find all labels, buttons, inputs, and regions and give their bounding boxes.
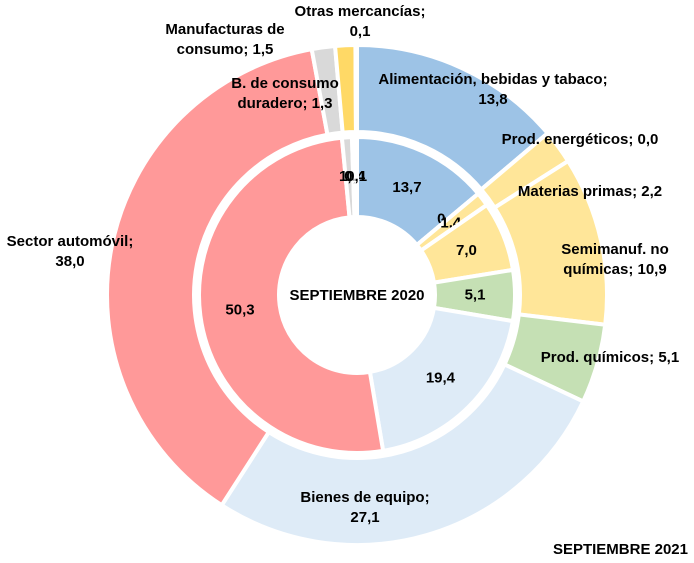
data-label: 50,3	[225, 301, 254, 318]
value-label: 38,0	[55, 253, 85, 270]
data-label: 19,4	[426, 369, 456, 386]
outer-data-label: B. de consumo duradero; 1,3	[205, 74, 365, 114]
category-name: Otras mercancías	[294, 3, 421, 20]
category-name: Prod. químicos	[540, 349, 650, 366]
separator: ;	[424, 489, 430, 506]
outer-data-label: Alimentación, bebidas y tabaco; 13,8	[378, 70, 608, 110]
separator: ;	[628, 261, 638, 278]
outer-data-label: Semimanuf. no químicas; 10,9	[540, 240, 690, 280]
outer-data-label: Otras mercancías; 0,1	[285, 2, 435, 42]
data-label: 0,1	[346, 168, 367, 185]
value-label: 13,8	[478, 91, 508, 108]
value-label: 0,1	[349, 23, 371, 40]
outer-data-label: Materias primas; 2,2	[480, 182, 694, 202]
category-name: Bienes de equipo	[300, 489, 425, 506]
outer-data-label: Manufacturas de consumo; 1,5	[130, 20, 320, 60]
separator: ;	[243, 41, 253, 58]
category-name: Semimanuf. no químicas	[561, 241, 669, 278]
value-label: 0,0	[637, 131, 659, 148]
category-name: Manufacturas de consumo	[165, 21, 285, 58]
outer-ring-label: SEPTIEMBRE 2021	[553, 541, 688, 558]
outer-data-label: Sector automóvil; 38,0	[0, 232, 145, 272]
outer-data-label: Bienes de equipo; 27,1	[290, 488, 440, 528]
value-label: 5,1	[658, 349, 680, 366]
category-name: Prod. energéticos	[501, 131, 629, 148]
category-name: Materias primas	[517, 183, 633, 200]
donut-slice	[105, 46, 330, 509]
category-name: Alimentación, bebidas y tabaco	[378, 71, 603, 88]
center-label: SEPTIEMBRE 2020	[289, 287, 424, 304]
separator: ;	[649, 349, 659, 366]
separator: ;	[420, 3, 426, 20]
donut-slice	[197, 135, 386, 455]
separator: ;	[302, 95, 312, 112]
value-label: 2,2	[641, 183, 663, 200]
value-label: 1,5	[252, 41, 274, 58]
outer-data-label: Prod. químicos; 5,1	[500, 348, 694, 368]
data-label: 13,7	[392, 179, 421, 196]
donut-slice	[367, 305, 516, 454]
donut-slice	[353, 42, 359, 135]
separator: ;	[632, 183, 642, 200]
separator: ;	[628, 131, 638, 148]
value-label: 1,3	[311, 95, 333, 112]
value-label: 27,1	[350, 509, 380, 526]
data-label: 5,1	[465, 286, 486, 303]
separator: ;	[128, 233, 134, 250]
separator: ;	[602, 71, 608, 88]
value-label: 10,9	[637, 261, 667, 278]
category-name: B. de consumo duradero	[231, 75, 339, 112]
data-label: 7,0	[456, 242, 477, 259]
outer-data-label: Prod. energéticos; 0,0	[470, 130, 690, 150]
donut-slice	[218, 361, 586, 547]
category-name: Sector automóvil	[6, 233, 129, 250]
donut-slice	[353, 134, 359, 220]
